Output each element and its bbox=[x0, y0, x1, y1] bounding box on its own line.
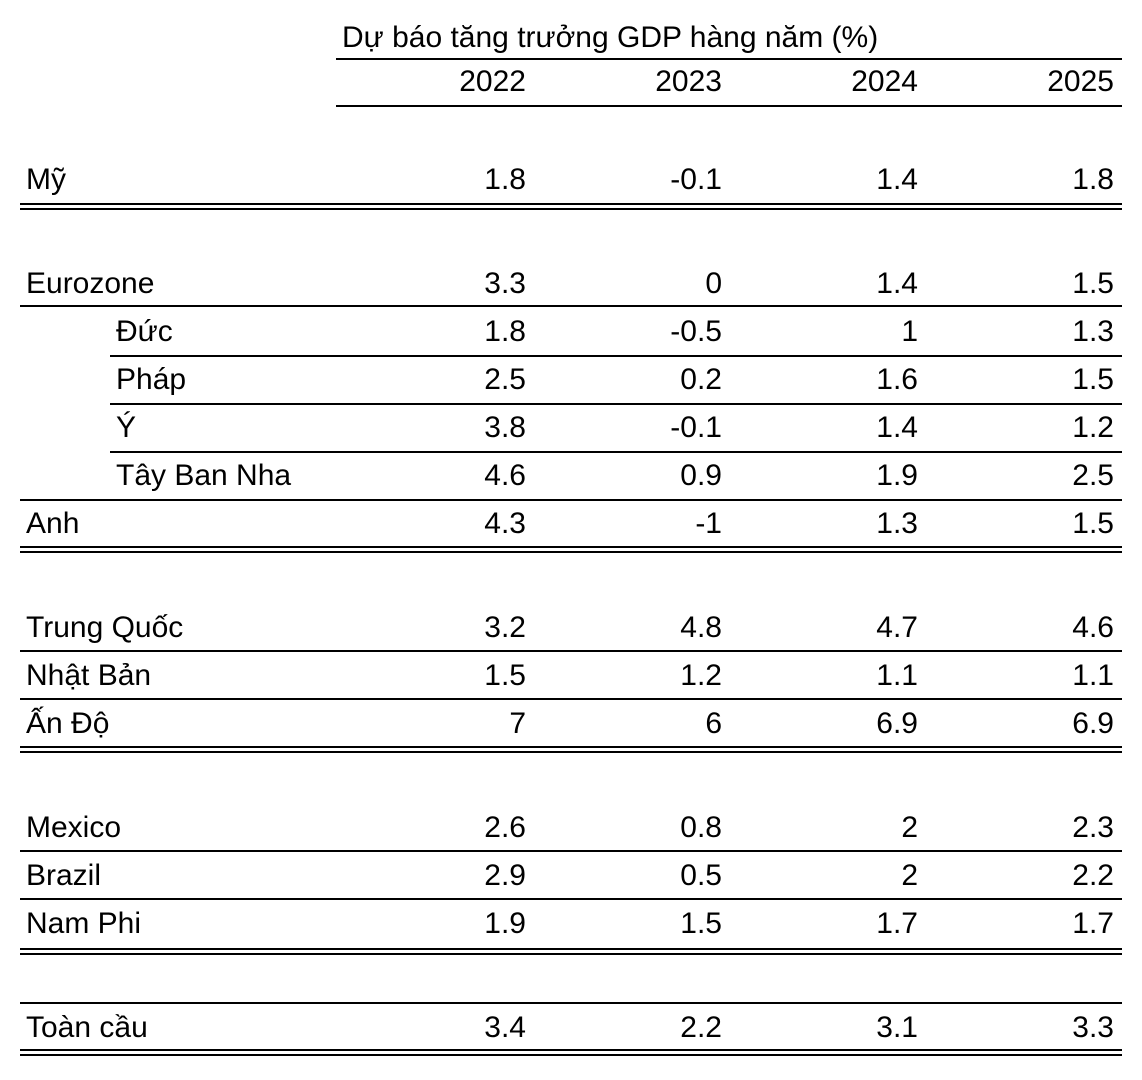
cell-value: -0.5 bbox=[670, 315, 722, 348]
cell-value: 1.7 bbox=[876, 907, 918, 940]
cell-value: 3.2 bbox=[484, 611, 526, 644]
table-bottom-double bbox=[20, 1054, 1122, 1056]
row-label: Trung Quốc bbox=[26, 611, 184, 644]
cell-value: 1.5 bbox=[1072, 267, 1114, 300]
table-bottom-double bbox=[20, 1049, 1122, 1051]
cell-value: 1.1 bbox=[876, 659, 918, 692]
cell-value: 6 bbox=[705, 707, 722, 740]
cell-value: 4.6 bbox=[1072, 611, 1114, 644]
row-separator bbox=[20, 1002, 1122, 1004]
cell-value: 1.7 bbox=[1072, 907, 1114, 940]
group-separator-double bbox=[20, 751, 1122, 753]
cell-value: 1.5 bbox=[1072, 363, 1114, 396]
cell-value: 1.5 bbox=[680, 907, 722, 940]
row-label: Nam Phi bbox=[26, 907, 142, 940]
cell-value: 0.9 bbox=[680, 459, 722, 492]
cell-value: 1 bbox=[901, 315, 918, 348]
row-label: Eurozone bbox=[26, 267, 155, 300]
cell-value: 1.2 bbox=[680, 659, 722, 692]
cell-value: -0.1 bbox=[670, 411, 722, 444]
group-separator-double bbox=[20, 546, 1122, 548]
row-label: Anh bbox=[26, 507, 80, 540]
cell-value: 1.5 bbox=[484, 659, 526, 692]
cell-value: 1.8 bbox=[484, 315, 526, 348]
cell-value: 1.8 bbox=[484, 163, 526, 196]
row-separator bbox=[110, 451, 1122, 453]
cell-value: 0.2 bbox=[680, 363, 722, 396]
year-header-2024: 2024 bbox=[851, 65, 918, 98]
row-separator bbox=[20, 698, 1122, 700]
cell-value: 1.3 bbox=[876, 507, 918, 540]
row-separator bbox=[20, 850, 1122, 852]
row-separator bbox=[20, 898, 1122, 900]
row-label: Tây Ban Nha bbox=[116, 459, 292, 492]
cell-value: 0 bbox=[705, 267, 722, 300]
row-label: Brazil bbox=[26, 859, 102, 892]
cell-value: 1.8 bbox=[1072, 163, 1114, 196]
cell-value: 2.6 bbox=[484, 811, 526, 844]
group-separator-double bbox=[20, 208, 1122, 210]
table-title: Dự báo tăng trưởng GDP hàng năm (%) bbox=[342, 21, 879, 54]
cell-value: 7 bbox=[509, 707, 526, 740]
cell-value: 1.2 bbox=[1072, 411, 1114, 444]
cell-value: 2.5 bbox=[1072, 459, 1114, 492]
header-bottom-line bbox=[336, 105, 1122, 107]
cell-value: 2 bbox=[901, 811, 918, 844]
cell-value: 2.3 bbox=[1072, 811, 1114, 844]
cell-value: 1.5 bbox=[1072, 507, 1114, 540]
row-separator bbox=[20, 650, 1122, 652]
cell-value: 1.9 bbox=[876, 459, 918, 492]
cell-value: -0.1 bbox=[670, 163, 722, 196]
header-top-line bbox=[336, 58, 1122, 60]
cell-value: 6.9 bbox=[876, 707, 918, 740]
cell-value: 3.4 bbox=[484, 1011, 526, 1044]
cell-value: 2.5 bbox=[484, 363, 526, 396]
cell-value: 2.2 bbox=[1072, 859, 1114, 892]
cell-value: 1.9 bbox=[484, 907, 526, 940]
cell-value: 6.9 bbox=[1072, 707, 1114, 740]
group-separator-double bbox=[20, 203, 1122, 205]
cell-value: 1.3 bbox=[1072, 315, 1114, 348]
year-header-2023: 2023 bbox=[655, 65, 722, 98]
cell-value: 4.8 bbox=[680, 611, 722, 644]
cell-value: 3.8 bbox=[484, 411, 526, 444]
row-label: Ý bbox=[116, 411, 137, 444]
row-label: Mỹ bbox=[26, 163, 66, 196]
row-label: Ấn Độ bbox=[26, 707, 110, 740]
row-label: Mexico bbox=[26, 811, 122, 844]
row-label: Pháp bbox=[116, 363, 187, 396]
cell-value: 4.7 bbox=[876, 611, 918, 644]
cell-value: 2.9 bbox=[484, 859, 526, 892]
group-separator-double bbox=[20, 746, 1122, 748]
cell-value: 3.3 bbox=[484, 267, 526, 300]
cell-value: 2 bbox=[901, 859, 918, 892]
cell-value: 0.8 bbox=[680, 811, 722, 844]
cell-value: 1.4 bbox=[876, 267, 918, 300]
row-separator bbox=[20, 305, 1122, 307]
cell-value: 1.4 bbox=[876, 163, 918, 196]
cell-value: 3.3 bbox=[1072, 1011, 1114, 1044]
row-label: Toàn cầu bbox=[26, 1011, 148, 1044]
cell-value: 1.6 bbox=[876, 363, 918, 396]
cell-value: 4.6 bbox=[484, 459, 526, 492]
cell-value: 3.1 bbox=[876, 1011, 918, 1044]
row-label: Nhật Bản bbox=[26, 659, 152, 692]
row-label: Đức bbox=[116, 315, 173, 348]
cell-value: -1 bbox=[695, 507, 722, 540]
group-separator-double bbox=[20, 948, 1122, 950]
group-separator-double bbox=[20, 953, 1122, 955]
cell-value: 1.1 bbox=[1072, 659, 1114, 692]
year-header-2022: 2022 bbox=[459, 65, 526, 98]
group-separator-double bbox=[20, 551, 1122, 553]
row-separator bbox=[20, 499, 1122, 501]
row-separator bbox=[110, 355, 1122, 357]
year-header-2025: 2025 bbox=[1047, 65, 1114, 98]
cell-value: 1.4 bbox=[876, 411, 918, 444]
cell-value: 2.2 bbox=[680, 1011, 722, 1044]
cell-value: 4.3 bbox=[484, 507, 526, 540]
cell-value: 0.5 bbox=[680, 859, 722, 892]
row-separator bbox=[110, 403, 1122, 405]
